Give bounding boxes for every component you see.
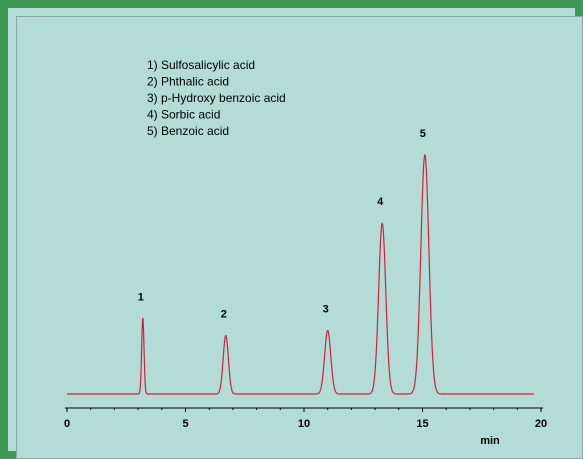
chart-panel [16,16,583,459]
x-tick-label: 10 [298,418,310,430]
chromatogram-trace [66,154,535,395]
x-axis-label: min [480,435,500,447]
x-axis-ticks: 0 5 10 15 20 [64,408,547,430]
peak-label: 5 [420,128,426,140]
legend-entry: 1) Sulfosalicylic acid [147,58,255,72]
x-tick-label: 0 [64,418,70,430]
chart-legend: 1) Sulfosalicylic acid 2) Phthalic acid 3)… [147,58,286,138]
legend-entry: 3) p-Hydroxy benzoic acid [147,91,286,105]
x-tick-label: 15 [416,418,428,430]
x-tick-label: 5 [182,418,188,430]
peak-label: 4 [377,196,384,208]
peak-label: 3 [323,304,329,316]
legend-entry: 4) Sorbic acid [147,108,220,122]
peak-label: 1 [138,291,144,303]
legend-entry: 5) Benzoic acid [147,124,229,138]
legend-entry: 2) Phthalic acid [147,75,229,89]
peak-label: 2 [221,308,227,320]
x-tick-label: 20 [535,418,547,430]
peak-labels: 1 2 3 4 5 [138,128,426,321]
